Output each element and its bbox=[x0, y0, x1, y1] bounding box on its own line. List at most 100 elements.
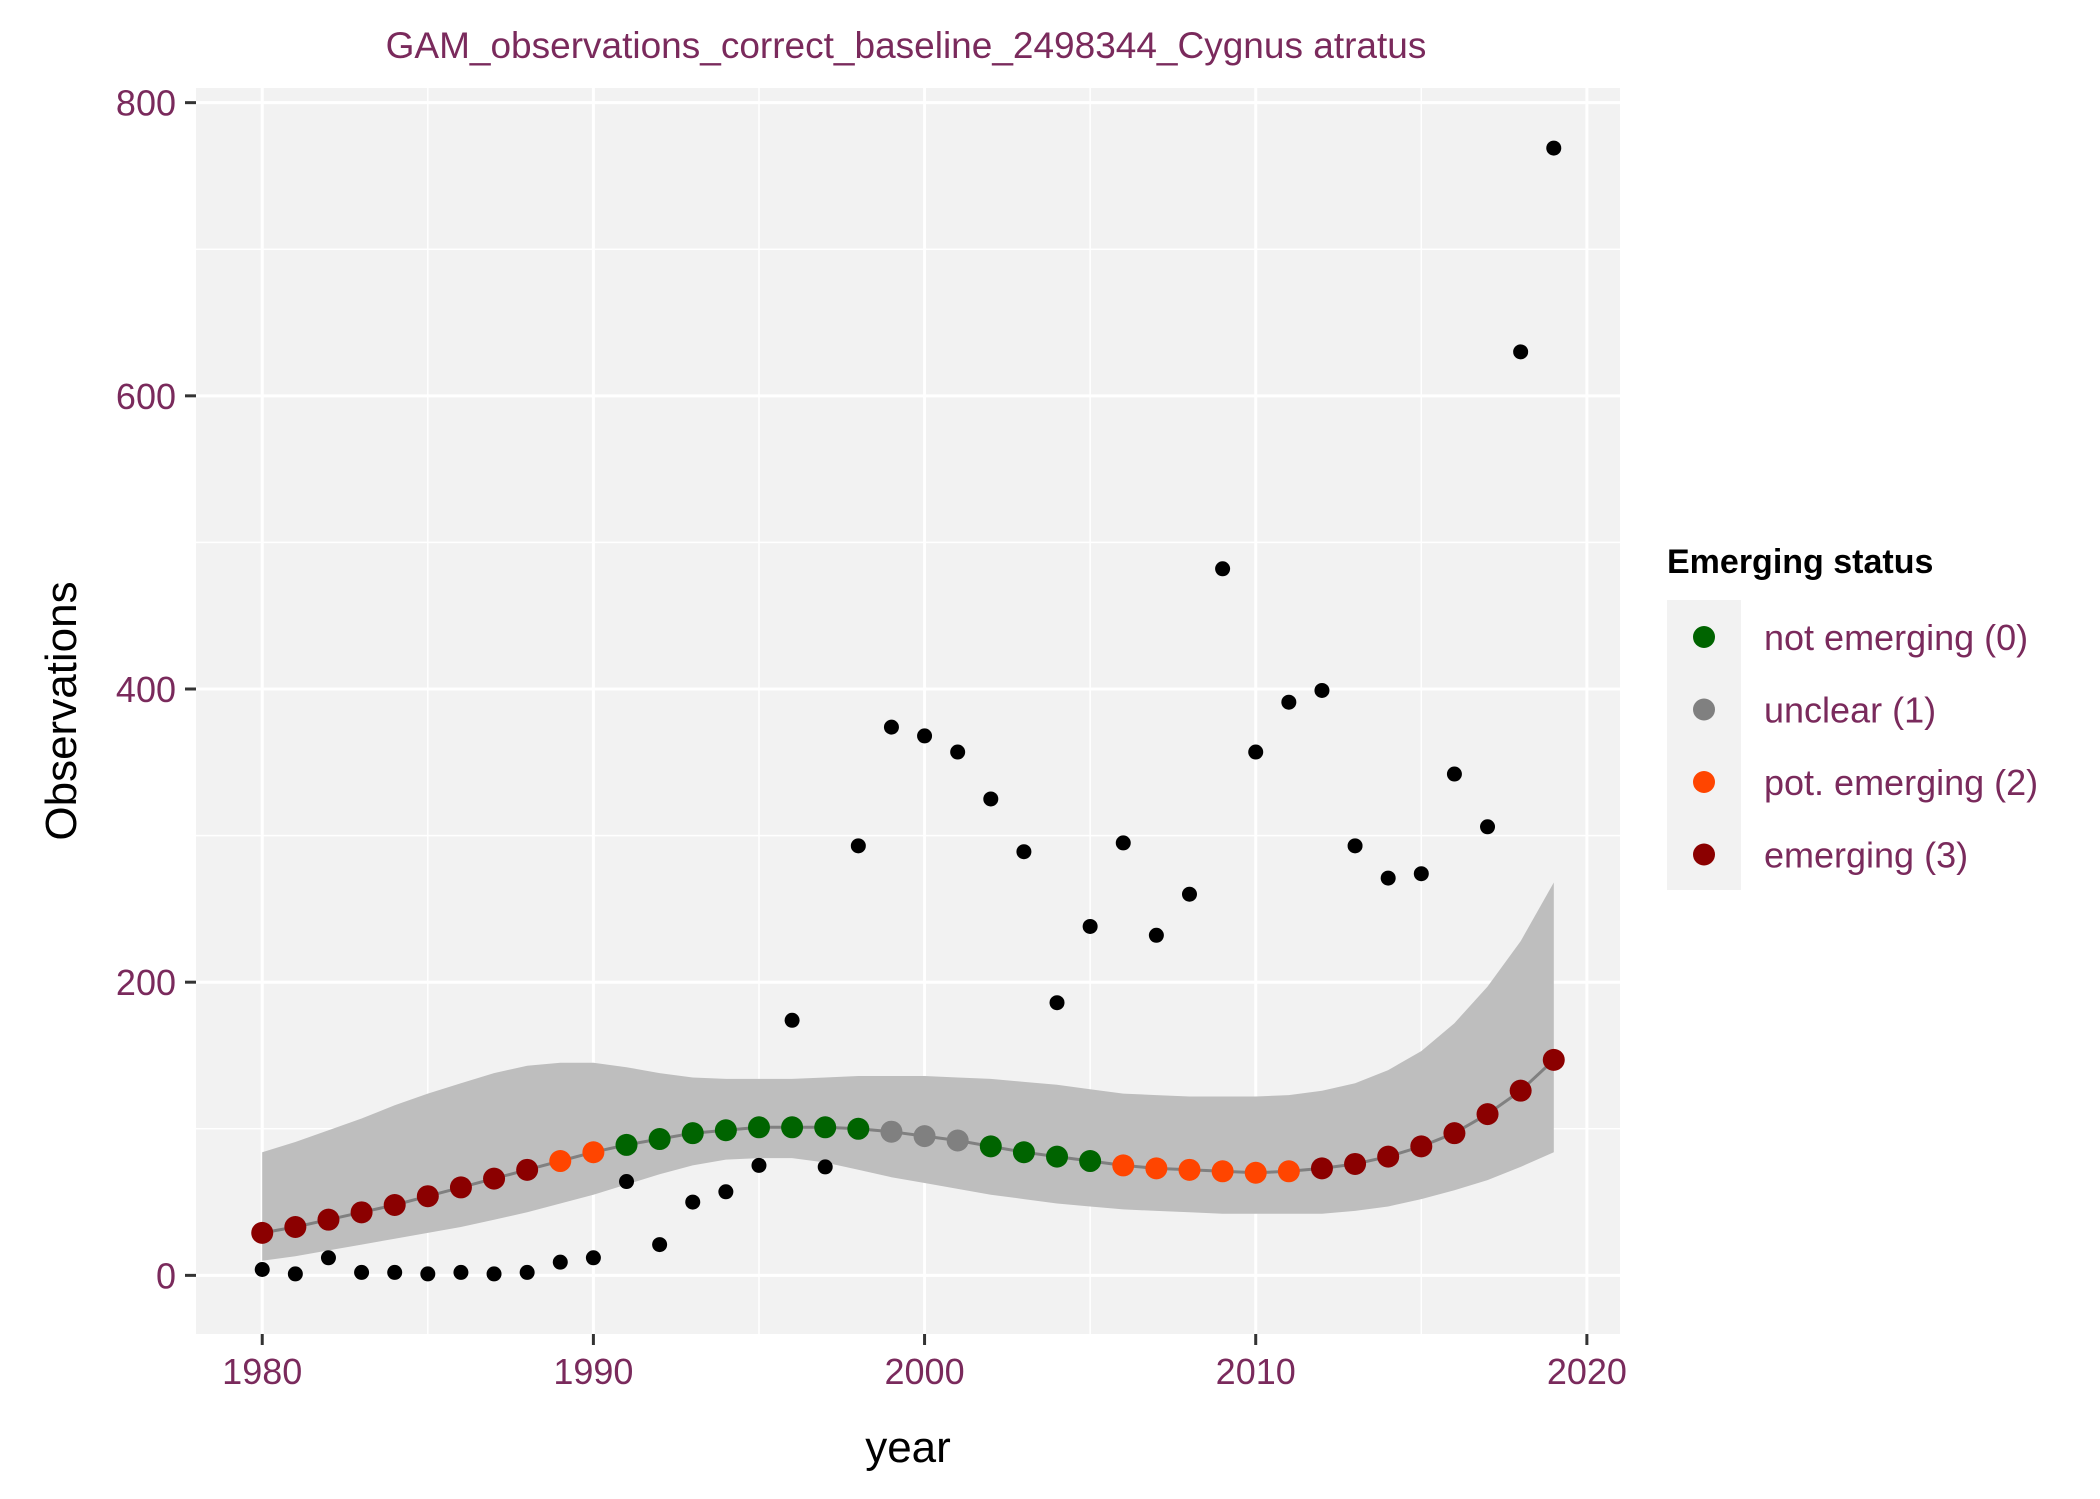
gam-fit-point bbox=[1211, 1160, 1234, 1183]
observation-point bbox=[1248, 744, 1264, 760]
legend-key-2 bbox=[1693, 771, 1715, 793]
observation-point bbox=[585, 1250, 601, 1266]
x-tick-label: 2000 bbox=[885, 1351, 965, 1392]
observation-point bbox=[1480, 819, 1496, 835]
x-tick-label: 1990 bbox=[553, 1351, 633, 1392]
gam-fit-point bbox=[615, 1133, 638, 1156]
observation-point bbox=[950, 744, 966, 760]
gam-fit-point bbox=[1277, 1160, 1300, 1183]
observation-point bbox=[751, 1157, 767, 1173]
observation-point bbox=[1281, 694, 1297, 710]
observation-point bbox=[652, 1237, 668, 1253]
observation-point bbox=[1148, 927, 1164, 943]
gam-fit-point bbox=[549, 1150, 572, 1173]
gam-fit-point bbox=[1377, 1145, 1400, 1168]
legend-key-1 bbox=[1693, 698, 1715, 721]
legend-key-0 bbox=[1693, 626, 1715, 648]
observation-point bbox=[320, 1250, 336, 1266]
gam-fit-point bbox=[1145, 1157, 1168, 1180]
gam-fit-point bbox=[1310, 1157, 1333, 1180]
observation-point bbox=[1546, 140, 1562, 156]
gam-fit-polyline bbox=[261, 1058, 1555, 1235]
grid-minor bbox=[196, 88, 1620, 1334]
gam-fit-point bbox=[946, 1129, 969, 1152]
observation-point bbox=[983, 791, 999, 807]
gam-fit-line bbox=[261, 1058, 1555, 1235]
y-tick-label: 800 bbox=[116, 83, 176, 124]
legend-items: not emerging (0) unclear (1) pot. emerging… bbox=[1693, 617, 2038, 876]
gam-fit-point bbox=[648, 1128, 671, 1151]
observation-point bbox=[1082, 918, 1098, 934]
gam-fit-point bbox=[1344, 1152, 1367, 1175]
gam-fit-point bbox=[747, 1116, 770, 1139]
observation-point bbox=[1380, 870, 1396, 886]
y-tick-label: 400 bbox=[116, 669, 176, 710]
legend-key-background bbox=[1667, 600, 1741, 890]
gam-fit-point bbox=[1410, 1135, 1433, 1158]
y-tick-label: 200 bbox=[116, 962, 176, 1003]
observation-point bbox=[685, 1194, 701, 1210]
y-axis: 0 200 400 600 800 bbox=[116, 83, 196, 1296]
observation-point bbox=[1049, 995, 1065, 1011]
x-axis: 1980 1990 2000 2010 2020 bbox=[222, 1334, 1627, 1392]
observation-point bbox=[1181, 886, 1197, 902]
observation-point bbox=[1513, 344, 1529, 360]
legend-label-0: not emerging (0) bbox=[1764, 617, 2028, 658]
legend-key-3 bbox=[1693, 843, 1715, 866]
gam-fit-point bbox=[284, 1215, 307, 1238]
gam-fit-point bbox=[516, 1158, 539, 1181]
observation-point bbox=[254, 1262, 270, 1278]
gam-fit-point bbox=[979, 1135, 1002, 1158]
observation-point bbox=[1314, 682, 1330, 698]
gam-fit-point bbox=[251, 1221, 274, 1244]
gam-fit-point bbox=[814, 1116, 837, 1139]
observation-point bbox=[883, 719, 899, 735]
gam-fit-point bbox=[1509, 1079, 1532, 1102]
observation-point bbox=[354, 1264, 370, 1280]
observation-points bbox=[254, 140, 1562, 1282]
observation-point bbox=[1413, 866, 1429, 882]
observation-point bbox=[718, 1184, 734, 1200]
observation-point bbox=[453, 1264, 469, 1280]
gam-fit-point bbox=[317, 1208, 340, 1231]
observation-point bbox=[1215, 561, 1231, 577]
x-axis-title: year bbox=[865, 1423, 951, 1472]
gam-fit-point bbox=[582, 1141, 605, 1164]
gam-fit-point bbox=[681, 1122, 704, 1145]
legend-label-3: emerging (3) bbox=[1764, 835, 1968, 876]
gam-fit-points bbox=[251, 1048, 1565, 1244]
observation-point bbox=[420, 1266, 436, 1282]
y-tick-label: 600 bbox=[116, 376, 176, 417]
gam-fit-point bbox=[847, 1117, 870, 1140]
gam-fit-point bbox=[1542, 1048, 1565, 1071]
observation-point bbox=[519, 1264, 535, 1280]
gam-fit-point bbox=[449, 1176, 472, 1199]
observation-point bbox=[387, 1264, 403, 1280]
observation-point bbox=[1016, 844, 1032, 860]
observation-point bbox=[850, 838, 866, 854]
observation-point bbox=[1347, 838, 1363, 854]
gam-fit-point bbox=[1178, 1158, 1201, 1181]
observation-point bbox=[1115, 835, 1131, 851]
x-tick-label: 2020 bbox=[1547, 1351, 1627, 1392]
legend: Emerging status not emerging (0) unclear … bbox=[1667, 543, 2038, 890]
gam-fit-point bbox=[1046, 1145, 1069, 1168]
observation-point bbox=[1446, 766, 1462, 782]
gam-fit-point bbox=[1112, 1154, 1135, 1177]
gam-fit-point bbox=[1012, 1141, 1035, 1164]
observation-point bbox=[784, 1012, 800, 1028]
gam-fit-point bbox=[416, 1185, 439, 1208]
chart-title: GAM_observations_correct_baseline_249834… bbox=[386, 25, 1427, 66]
observation-point bbox=[817, 1159, 833, 1175]
gam-fit-point bbox=[383, 1194, 406, 1217]
observation-point bbox=[917, 728, 933, 744]
observation-point bbox=[619, 1174, 635, 1190]
legend-label-2: pot. emerging (2) bbox=[1764, 762, 2038, 803]
gam-fit-point bbox=[714, 1119, 737, 1142]
observation-point bbox=[552, 1254, 568, 1270]
gam-fit-point bbox=[1443, 1122, 1466, 1145]
gam-fit-point bbox=[1476, 1103, 1499, 1126]
x-tick-label: 1980 bbox=[222, 1351, 302, 1392]
gam-fit-point bbox=[350, 1201, 373, 1224]
